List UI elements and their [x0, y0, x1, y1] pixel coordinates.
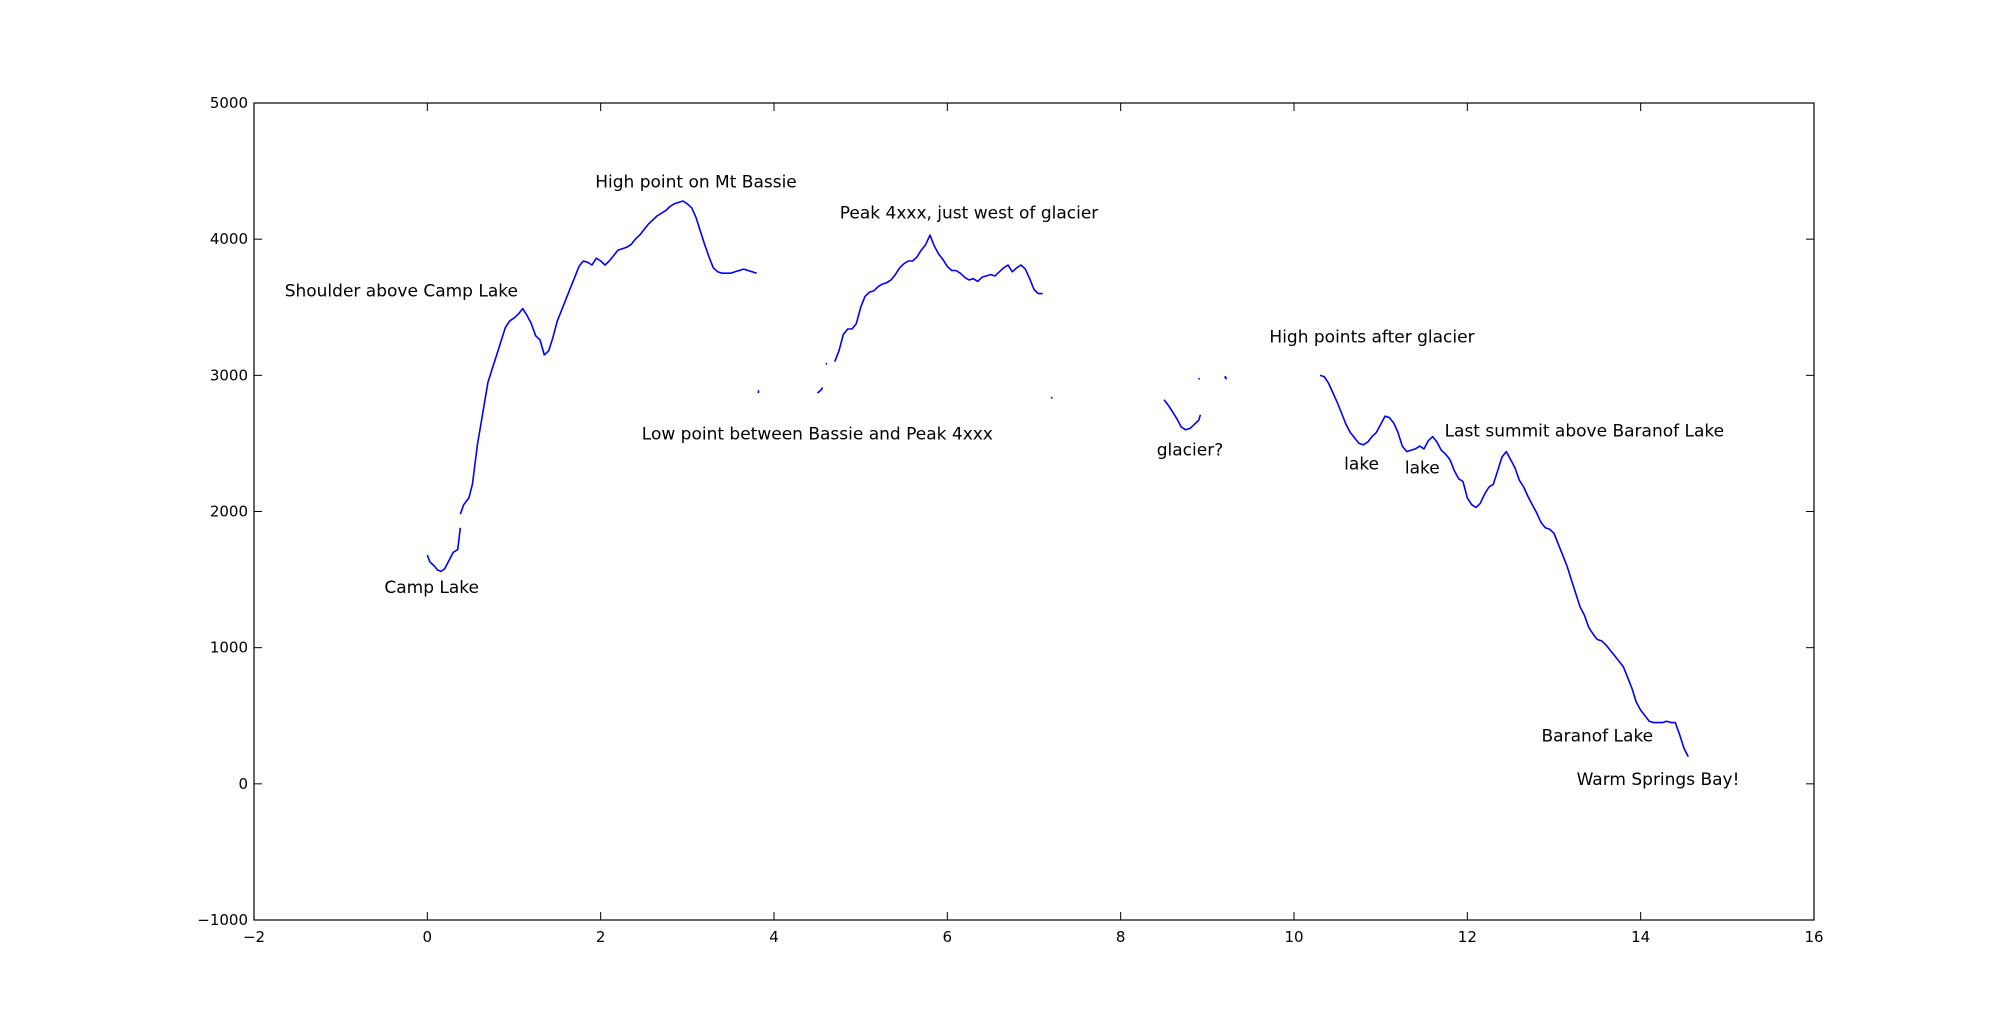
x-tick-label: 12	[1458, 928, 1477, 946]
x-tick-label: 0	[423, 928, 433, 946]
series-line-segment-3	[816, 387, 824, 394]
y-tick-label: 5000	[210, 94, 248, 112]
y-axis: −1000 0 1000 2000 3000 4000 5000	[197, 94, 1814, 929]
series-line-segment-5	[833, 234, 1043, 362]
x-axis: −2 0 2 4 6 8 10 12 14 16	[243, 103, 1824, 946]
annotation-label: glacier?	[1157, 441, 1223, 461]
x-tick-label: 2	[596, 928, 606, 946]
series-line-segment-1	[459, 200, 757, 515]
annotation-label: Camp Lake	[384, 578, 479, 598]
y-tick-label: 4000	[210, 230, 248, 248]
x-tick-label: 16	[1804, 928, 1823, 946]
x-tick-label: 8	[1116, 928, 1126, 946]
y-tick-label: −1000	[197, 911, 248, 929]
annotation-label: lake	[1405, 458, 1440, 478]
series-line-segment-0	[426, 527, 462, 573]
y-tick-label: 2000	[210, 503, 248, 521]
series-line-segment-9	[1224, 375, 1228, 380]
data-lines	[426, 200, 1690, 757]
series-line-segment-7	[1163, 399, 1202, 431]
x-tick-label: 14	[1631, 928, 1650, 946]
annotation-label: Low point between Bassie and Peak 4xxx	[642, 424, 993, 444]
y-tick-label: 3000	[210, 366, 248, 384]
annotation-label: Peak 4xxx, just west of glacier	[840, 204, 1099, 224]
annotation-label: High points after glacier	[1269, 328, 1474, 348]
annotation-label: Baranof Lake	[1542, 727, 1654, 747]
series-line-segment-4	[825, 362, 828, 365]
x-tick-label: 10	[1284, 928, 1303, 946]
annotation-label: Shoulder above Camp Lake	[285, 281, 518, 301]
x-tick-label: −2	[243, 928, 265, 946]
annotations: Camp Lake Shoulder above Camp Lake High po…	[285, 172, 1740, 790]
annotation-label: Last summit above Baranof Lake	[1445, 422, 1725, 442]
y-tick-label: 1000	[210, 639, 248, 657]
annotation-label: Warm Springs Bay!	[1577, 770, 1740, 790]
annotation-label: High point on Mt Bassie	[595, 172, 797, 192]
series-line-segment-8	[1198, 377, 1201, 380]
annotation-label: lake	[1344, 454, 1379, 474]
series-line-segment-6	[1050, 396, 1053, 399]
x-tick-label: 6	[943, 928, 953, 946]
y-tick-label: 0	[238, 775, 248, 793]
series-line-segment-10	[1319, 374, 1690, 757]
x-tick-label: 4	[769, 928, 779, 946]
